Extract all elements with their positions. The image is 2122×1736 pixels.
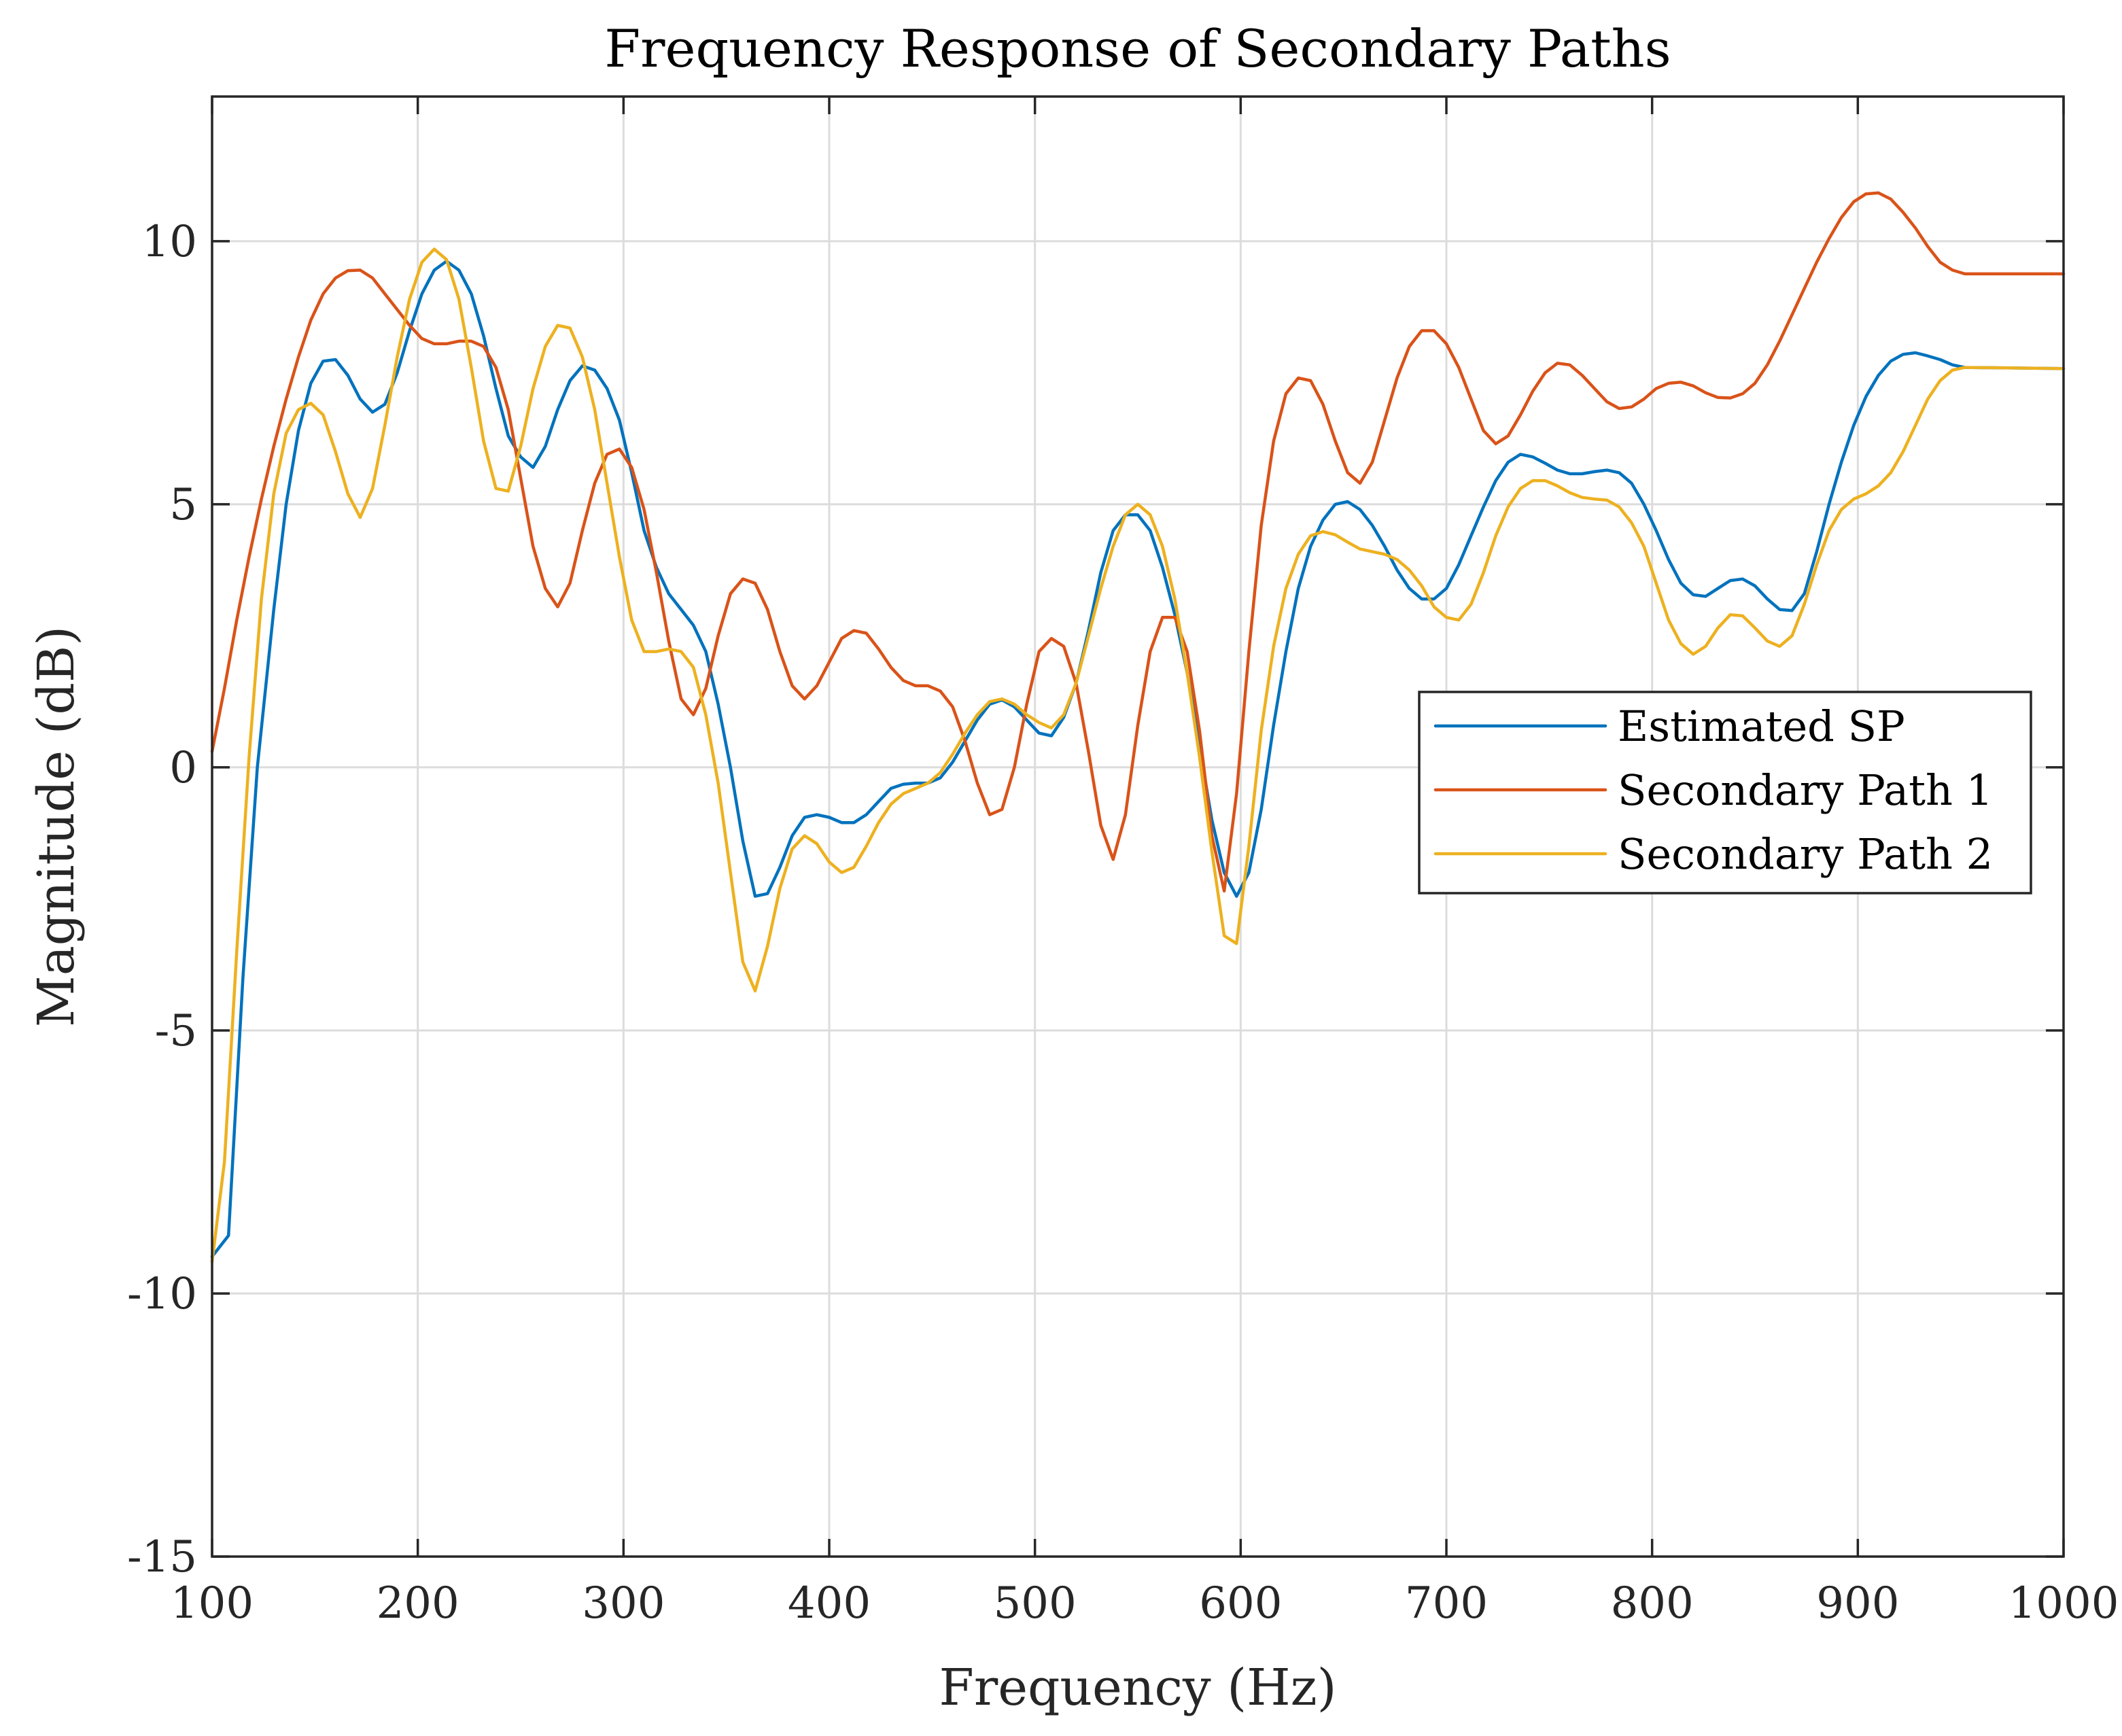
y-tick-label: -15 (127, 1532, 197, 1582)
legend-label-secondary-path-1: Secondary Path 1 (1618, 765, 1993, 815)
legend-label-secondary-path-2: Secondary Path 2 (1618, 829, 1993, 879)
plot-frame (211, 95, 2065, 1558)
y-tick-label: -10 (127, 1269, 197, 1319)
x-tick-label: 200 (377, 1578, 459, 1629)
series-line-secondary-path-2 (210, 247, 2066, 1264)
x-tick-label: 700 (1405, 1578, 1488, 1629)
x-tick-label: 900 (1816, 1578, 1899, 1629)
y-tick-labels: -15 -10 -5 0 5 10 (127, 217, 197, 1582)
series-line-secondary-path-1 (210, 191, 2066, 893)
legend-label-estimated-sp: Estimated SP (1618, 701, 1905, 751)
chart-title: Frequency Response of Secondary Paths (604, 18, 1671, 79)
x-tick-label: 100 (171, 1578, 254, 1629)
series-layer (210, 191, 2066, 1264)
ticks (211, 97, 2065, 1558)
y-tick-label: 10 (142, 217, 197, 267)
x-tick-label: 400 (788, 1578, 871, 1629)
legend: Estimated SP Secondary Path 1 Secondary … (1418, 691, 2032, 895)
y-axis-label: Magnitude (dB) (27, 626, 86, 1027)
x-tick-label: 800 (1611, 1578, 1694, 1629)
x-tick-labels: 100 200 300 400 500 600 700 800 900 1000 (171, 1578, 2119, 1629)
x-tick-label: 300 (582, 1578, 665, 1629)
x-tick-label: 1000 (2008, 1578, 2119, 1629)
x-tick-label: 600 (1199, 1578, 1282, 1629)
y-tick-label: 5 (169, 480, 197, 530)
x-tick-label: 500 (994, 1578, 1077, 1629)
y-tick-label: 0 (169, 743, 197, 793)
y-tick-label: -5 (155, 1006, 197, 1056)
x-axis-label: Frequency (Hz) (939, 1659, 1336, 1717)
